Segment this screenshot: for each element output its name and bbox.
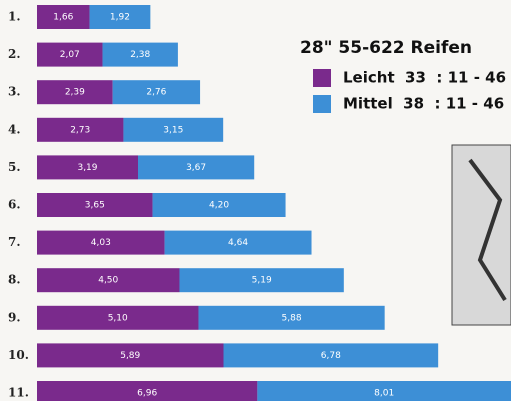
legend-label: Mittel 38 : 11 - 46 [343,95,504,113]
value-label: 2,07 [60,50,80,60]
value-label: 3,67 [186,163,206,173]
bar-segment [112,80,201,105]
value-label: 5,10 [108,313,128,323]
row-label: 1. [8,10,21,24]
bar-segment [138,155,255,180]
value-label: 1,66 [53,13,73,23]
value-label: 3,65 [85,201,105,211]
bar-segment [37,155,139,180]
row-label: 4. [8,122,21,136]
value-label: 3,15 [163,125,183,135]
value-label: 2,76 [146,88,166,98]
bar-segment [89,5,151,29]
value-label: 2,39 [65,88,85,98]
legend-label: Leicht 33 : 11 - 46 [343,69,506,87]
row-label: 6. [8,198,21,212]
row-label: 8. [8,273,21,287]
bar-segment [152,193,286,217]
value-label: 3,19 [77,163,97,173]
value-label: 6,96 [137,389,157,399]
value-label: 4,64 [228,238,248,248]
row-label: 2. [8,47,21,61]
bar-segment [37,80,113,105]
bar-segment [37,230,165,255]
bar-segment [37,268,180,293]
bar-segment [223,343,439,368]
row-label: 11. [8,386,29,400]
legend-swatch [313,69,331,87]
value-label: 6,78 [321,351,341,361]
photo-detail [468,158,507,302]
bar-segment [37,381,258,401]
value-label: 1,92 [110,13,130,23]
bar-segment [164,230,312,255]
bar-segment [198,305,385,330]
legend-swatch [313,95,331,113]
value-label: 8,01 [374,389,394,399]
bar-segment [37,343,224,368]
value-label: 5,89 [120,351,140,361]
value-label: 4,50 [98,276,118,286]
row-label: 3. [8,85,21,99]
row-label: 7. [8,235,21,249]
bar-segment [37,5,90,29]
bar-segment [123,117,224,142]
chart-title: 28" 55-622 Reifen [300,38,472,58]
bar-segment [37,305,199,330]
bar-segment [257,381,511,401]
row-label: 10. [8,348,29,362]
row-label: 9. [8,310,21,324]
bar-segment [102,42,178,67]
row-label: 5. [8,160,21,174]
bar-segment [179,268,344,293]
value-label: 4,20 [209,201,229,211]
value-label: 5,19 [252,276,272,286]
value-label: 2,73 [70,125,90,135]
value-label: 5,88 [282,313,302,323]
bar-segment [37,117,124,142]
value-label: 4,03 [91,238,111,248]
value-label: 2,38 [130,50,150,60]
bar-segment [37,193,153,217]
bar-segment [37,42,103,67]
